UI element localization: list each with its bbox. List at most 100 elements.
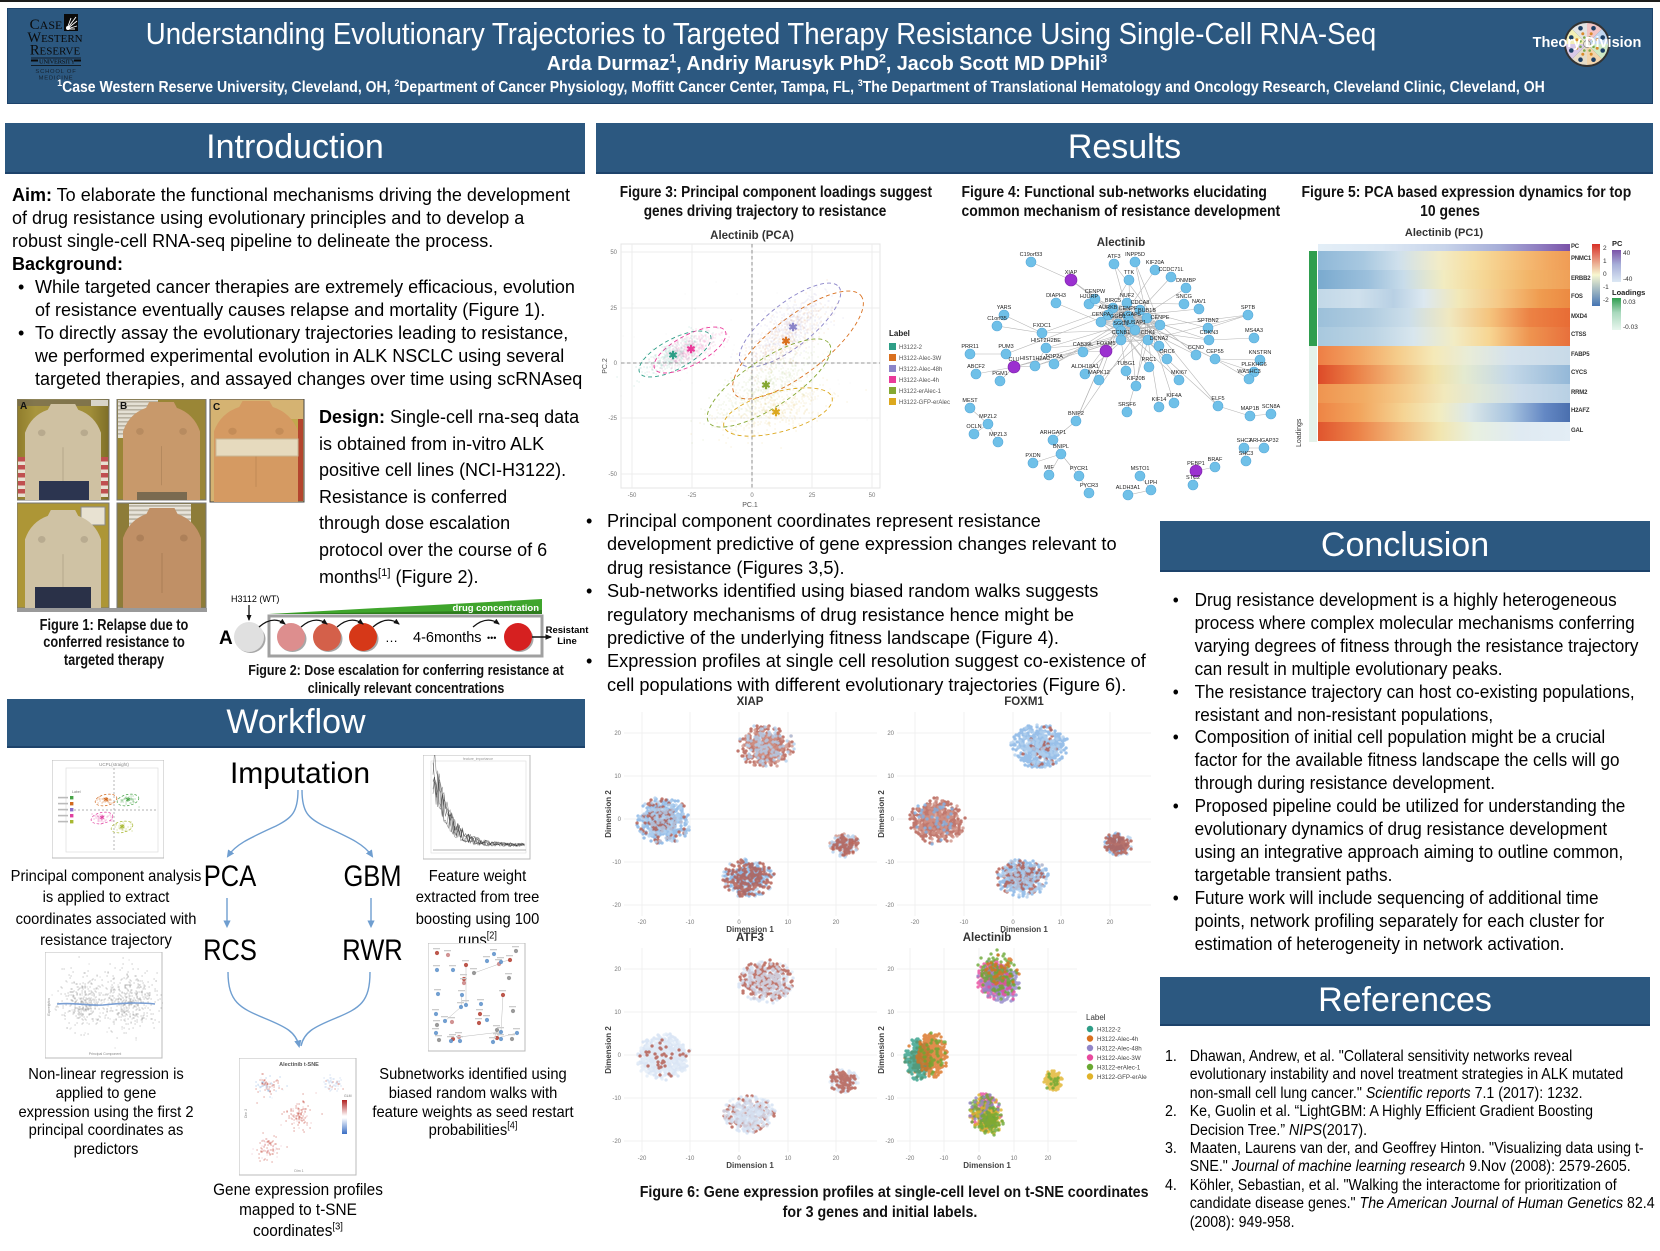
- svg-text:PLEKHG6: PLEKHG6: [1241, 362, 1266, 368]
- svg-text:Alectinib: Alectinib: [963, 932, 1012, 944]
- svg-text:✱: ✱: [686, 344, 695, 356]
- svg-text:CENPW: CENPW: [1085, 289, 1106, 295]
- svg-text:Alectinib: Alectinib: [1097, 237, 1146, 249]
- svg-text:DCNA2: DCNA2: [1150, 336, 1169, 342]
- svg-text:TTK: TTK: [1124, 270, 1135, 276]
- svg-text:✱: ✱: [781, 336, 790, 348]
- svg-text:10: 10: [614, 1010, 621, 1016]
- svg-text:PRR11: PRR11: [961, 344, 978, 350]
- svg-text:CASE: CASE: [30, 17, 63, 33]
- svg-text:KIF20B: KIF20B: [1127, 376, 1146, 382]
- svg-text:10: 10: [887, 774, 894, 780]
- svg-text:CENPA: CENPA: [1092, 312, 1111, 318]
- svg-text:HJURP: HJURP: [1080, 294, 1099, 300]
- svg-text:PRC1: PRC1: [1142, 357, 1157, 363]
- svg-text:MS4A3: MS4A3: [1245, 328, 1263, 334]
- svg-text:10: 10: [1058, 920, 1065, 926]
- svg-text:CENPE: CENPE: [1151, 315, 1170, 321]
- svg-text:Dimension 1: Dimension 1: [1000, 925, 1048, 934]
- svg-text:H3122-Alec-4h: H3122-Alec-4h: [899, 378, 939, 384]
- svg-text:H3122-2: H3122-2: [1097, 1027, 1121, 1034]
- svg-text:FOXM1: FOXM1: [1004, 696, 1044, 708]
- svg-text:WESTERN: WESTERN: [27, 30, 82, 46]
- svg-text:0: 0: [614, 361, 618, 367]
- svg-text:CLU: CLU: [1008, 357, 1019, 363]
- svg-text:0: 0: [891, 1053, 895, 1059]
- svg-text:PXDN: PXDN: [1025, 453, 1040, 459]
- svg-text:Label: Label: [72, 790, 81, 794]
- svg-text:4-6months: 4-6months: [413, 630, 482, 646]
- svg-text:✱: ✱: [668, 350, 677, 362]
- svg-text:ATF3: ATF3: [1107, 254, 1120, 260]
- svg-text:BUB1B: BUB1B: [1138, 308, 1156, 314]
- svg-text:0: 0: [750, 493, 754, 499]
- svg-text:MEST: MEST: [962, 398, 978, 404]
- svg-text:25: 25: [809, 493, 816, 499]
- svg-text:✱: ✱: [99, 815, 104, 822]
- svg-text:B: B: [120, 401, 127, 412]
- svg-text:-10: -10: [885, 860, 894, 866]
- svg-text:-10: -10: [612, 860, 621, 866]
- svg-text:50: 50: [610, 250, 617, 256]
- svg-text:✱: ✱: [119, 824, 124, 831]
- svg-text:SHC2: SHC2: [1237, 438, 1252, 444]
- svg-text:20: 20: [833, 920, 840, 926]
- svg-text:BIRC5: BIRC5: [1105, 298, 1121, 304]
- svg-text:CDCA8: CDCA8: [1131, 300, 1150, 306]
- svg-text:50: 50: [869, 493, 876, 499]
- svg-text:0: 0: [618, 1053, 622, 1059]
- svg-text:-10: -10: [612, 1096, 621, 1102]
- svg-text:SHC3: SHC3: [1239, 451, 1254, 457]
- svg-text:MPZL2: MPZL2: [979, 414, 997, 420]
- svg-text:10: 10: [887, 1010, 894, 1016]
- svg-text:Line: Line: [557, 636, 577, 647]
- svg-text:Label: Label: [889, 329, 910, 338]
- svg-text:0: 0: [737, 1156, 741, 1162]
- svg-text:Dim 1: Dim 1: [294, 1169, 303, 1173]
- svg-text:MAPK12: MAPK12: [1088, 370, 1110, 376]
- svg-text:MEDICINE: MEDICINE: [39, 76, 74, 81]
- svg-text:Resistant: Resistant: [546, 625, 590, 636]
- svg-text:GLM: GLM: [344, 1094, 352, 1098]
- svg-text:20: 20: [887, 731, 894, 737]
- svg-text:FXDC1: FXDC1: [1033, 323, 1051, 329]
- svg-text:INPP5D: INPP5D: [1125, 252, 1145, 258]
- svg-text:SPTB: SPTB: [1241, 305, 1256, 311]
- svg-text:PGM1: PGM1: [992, 371, 1008, 377]
- svg-text:-20: -20: [638, 920, 647, 926]
- svg-text:-10: -10: [686, 1156, 695, 1162]
- svg-text:Dimension 2: Dimension 2: [604, 790, 613, 838]
- svg-text:0: 0: [977, 1156, 981, 1162]
- svg-text:10: 10: [785, 920, 792, 926]
- svg-text:MPZL3: MPZL3: [989, 432, 1007, 438]
- svg-text:H3122-erAlec-1: H3122-erAlec-1: [899, 389, 942, 395]
- svg-text:✱: ✱: [103, 797, 108, 804]
- svg-text:DNMBP: DNMBP: [1176, 278, 1196, 284]
- svg-text:Alectinib (PCA): Alectinib (PCA): [710, 230, 794, 242]
- svg-text:CDK1: CDK1: [1141, 330, 1156, 336]
- svg-text:10: 10: [614, 774, 621, 780]
- svg-text:H3122-Alec-3W: H3122-Alec-3W: [899, 356, 942, 362]
- svg-text:RESERVE: RESERVE: [30, 43, 81, 59]
- svg-text:ABCF2: ABCF2: [967, 364, 985, 370]
- svg-text:MKI67: MKI67: [1171, 370, 1187, 376]
- svg-text:✱: ✱: [761, 380, 770, 392]
- svg-text:feature_importance: feature_importance: [463, 757, 493, 761]
- svg-text:Expression: Expression: [47, 998, 51, 1015]
- svg-text:BRAF: BRAF: [1208, 457, 1223, 463]
- svg-text:MAP1B: MAP1B: [1241, 406, 1260, 412]
- svg-text:YARS: YARS: [997, 305, 1012, 311]
- svg-text:TUBG1: TUBG1: [1117, 361, 1135, 367]
- svg-text:-50: -50: [608, 472, 617, 478]
- svg-text:WASHC3: WASHC3: [1237, 369, 1260, 375]
- svg-text:✱: ✱: [771, 407, 780, 419]
- svg-text:10: 10: [1011, 1156, 1018, 1162]
- svg-text:BNIPL: BNIPL: [1053, 444, 1069, 450]
- svg-text:0: 0: [737, 920, 741, 926]
- svg-text:-25: -25: [608, 416, 617, 422]
- svg-text:HIST2H2BE: HIST2H2BE: [1031, 338, 1061, 344]
- svg-text:20: 20: [614, 967, 621, 973]
- svg-text:ARHGAP32: ARHGAP32: [1249, 438, 1278, 444]
- svg-text:H3122-Alec-48h: H3122-Alec-48h: [1097, 1046, 1142, 1053]
- svg-text:OCLN: OCLN: [966, 424, 981, 430]
